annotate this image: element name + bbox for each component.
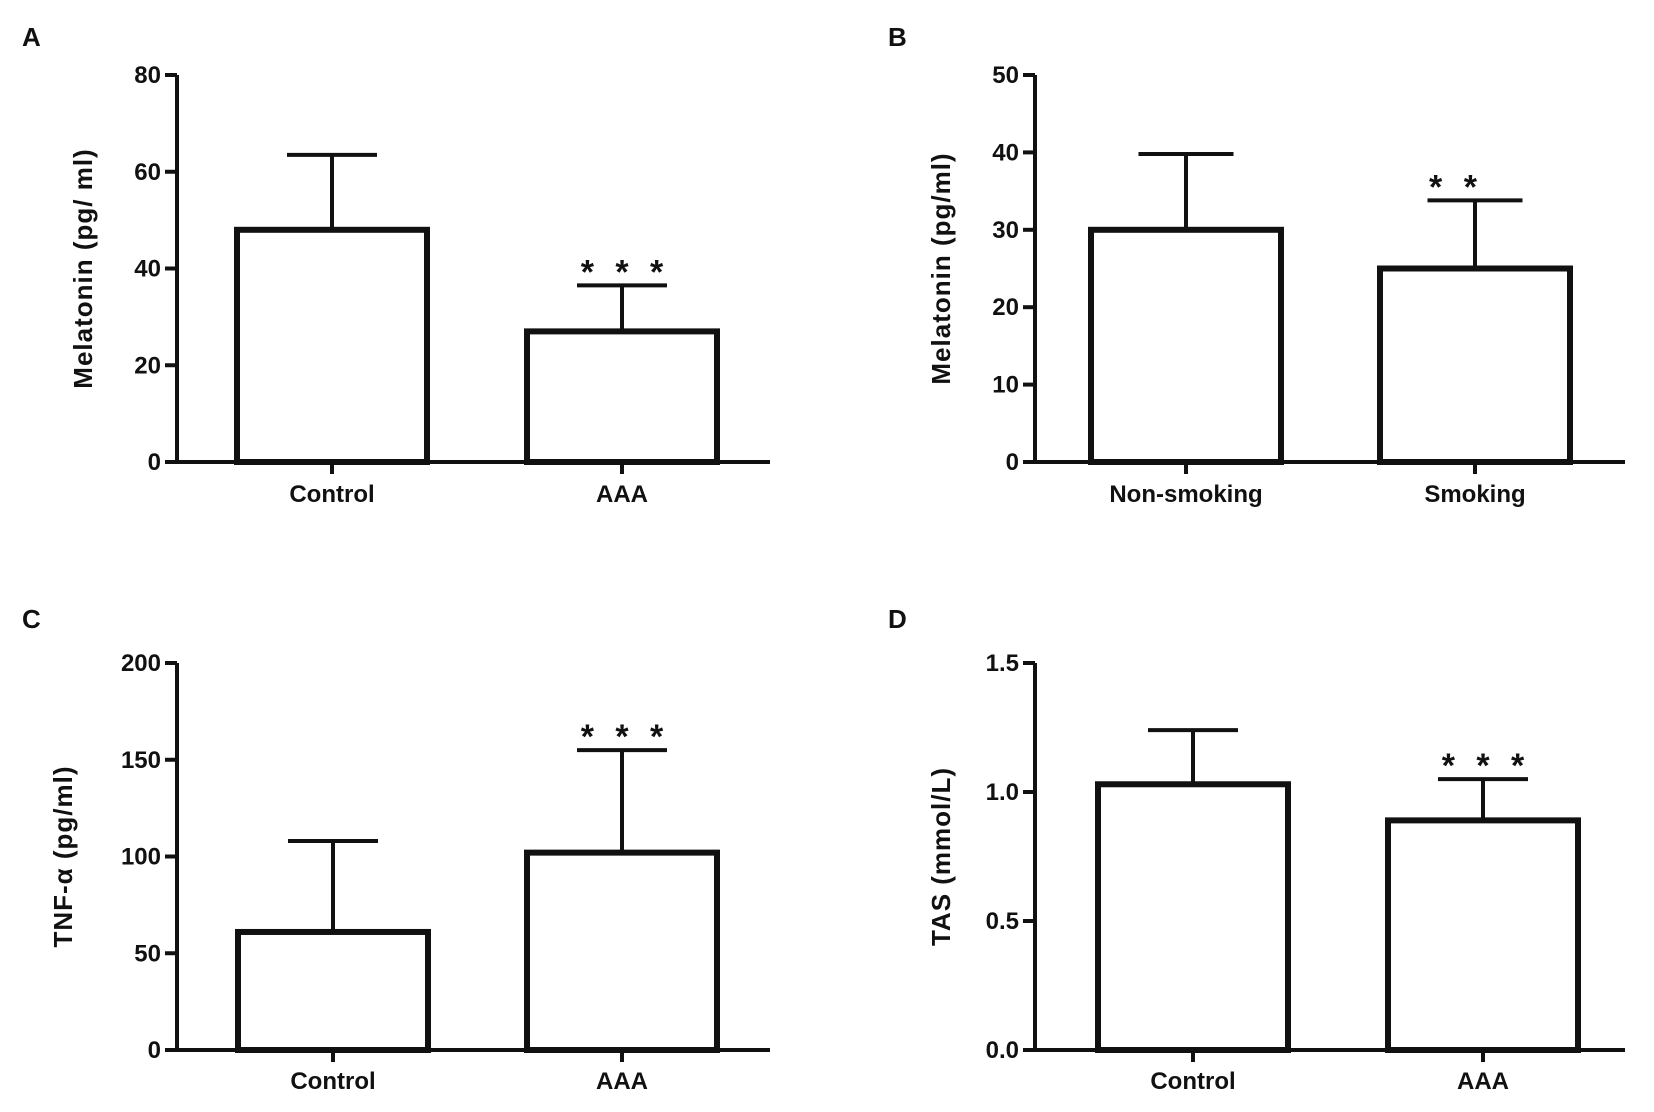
- significance-label: * * *: [581, 718, 670, 756]
- bar-control: [234, 226, 430, 465]
- bar-aaa: [1385, 817, 1581, 1053]
- y-tick-label: 40: [992, 139, 1019, 166]
- y-tick-label: 10: [992, 372, 1019, 399]
- bar-aaa: [524, 328, 720, 466]
- y-axis-title: Melatonin (pg/ ml): [68, 148, 98, 388]
- panel-letter: C: [22, 604, 41, 634]
- y-tick-label: 100: [121, 844, 161, 871]
- y-axis-title: Melatonin (pg/ml): [926, 152, 956, 384]
- y-tick-label: 0.0: [986, 1037, 1019, 1064]
- x-tick-label: Non-smoking: [1109, 481, 1262, 508]
- panel-letter: B: [888, 22, 907, 52]
- panel-a: A 0 20 40 60 80 Melatonin (pg/ ml) Control AAA * …: [22, 22, 770, 508]
- x-tick-label: AAA: [596, 481, 648, 508]
- y-tick-label: 1.5: [986, 650, 1019, 677]
- y-tick-label: 50: [134, 940, 161, 967]
- panel-letter: D: [888, 604, 907, 634]
- x-tick-label: AAA: [596, 1068, 648, 1095]
- significance-label: * * *: [1442, 747, 1531, 785]
- bar-non-smoking: [1088, 226, 1284, 465]
- x-tick-label: Control: [289, 481, 374, 508]
- bar-control: [235, 928, 431, 1054]
- y-tick-label: 40: [134, 256, 161, 283]
- significance-label: * * *: [581, 253, 670, 291]
- x-tick-label: Control: [1150, 1068, 1235, 1095]
- bar-control: [1095, 781, 1291, 1053]
- y-tick-label: 60: [134, 159, 161, 186]
- y-tick-label: 1.0: [986, 779, 1019, 806]
- y-tick-label: 0: [148, 449, 161, 476]
- y-tick-label: 0.5: [986, 908, 1019, 935]
- y-axis-title: TAS (mmol/L): [926, 767, 956, 946]
- y-tick-label: 0: [1006, 449, 1019, 476]
- panel-d: D 0.0 0.5 1.0 1.5 TAS (mmol/L) Control AAA * * *: [888, 604, 1625, 1095]
- bar-smoking: [1377, 265, 1573, 465]
- panel-b: B 0 10 20 30 40 50 Melatonin (pg/ml) Non-smoking…: [888, 22, 1625, 508]
- y-tick-label: 150: [121, 747, 161, 774]
- x-tick-label: Control: [290, 1068, 375, 1095]
- y-tick-label: 20: [992, 294, 1019, 321]
- bar-aaa: [524, 849, 720, 1053]
- x-tick-label: AAA: [1457, 1068, 1509, 1095]
- x-tick-label: Smoking: [1424, 481, 1525, 508]
- y-tick-label: 50: [992, 62, 1019, 89]
- y-tick-label: 80: [134, 62, 161, 89]
- y-tick-label: 20: [134, 352, 161, 379]
- y-tick-label: 30: [992, 217, 1019, 244]
- y-tick-label: 0: [148, 1037, 161, 1064]
- panel-c: C 0 50 100 150 200 TNF-α (pg/ml) Control AAA * * …: [22, 604, 770, 1095]
- y-tick-label: 200: [121, 650, 161, 677]
- panel-letter: A: [22, 22, 41, 52]
- y-axis-title: TNF-α (pg/ml): [48, 765, 78, 947]
- significance-label: * *: [1429, 168, 1483, 206]
